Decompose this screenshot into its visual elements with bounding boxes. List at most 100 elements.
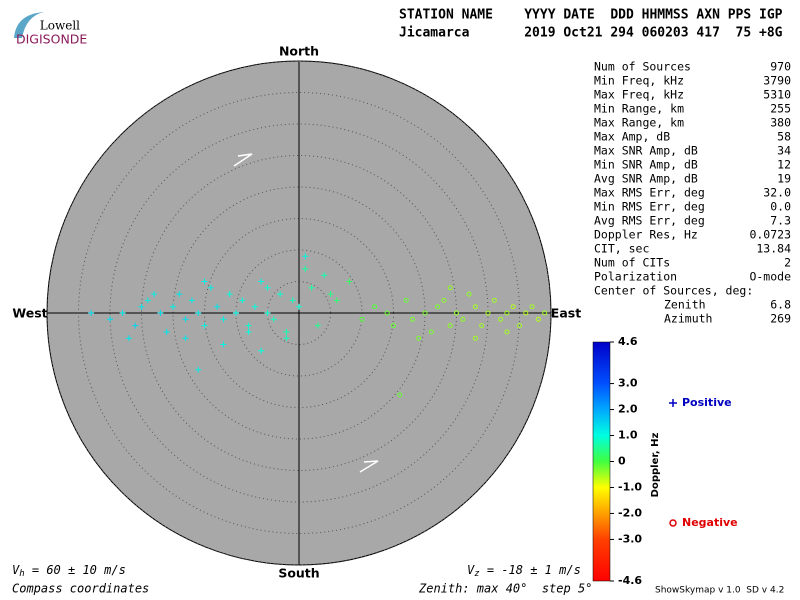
colorbar: 4.6 3.0 2.0 1.0 0 -1.0 -2.0 -3.0 -4.6 (592, 335, 642, 587)
source-negative (472, 304, 478, 310)
source-negative (504, 310, 510, 316)
source-negative (435, 304, 441, 310)
stat-value: 58 (777, 130, 791, 144)
source-positive (283, 335, 290, 342)
source-positive (138, 303, 145, 310)
source-negative (391, 323, 396, 329)
stat-value: 0.0 (770, 200, 791, 214)
stat-value: 34 (777, 144, 791, 158)
source-positive (182, 335, 189, 342)
stat-section-title: Center of Sources, deg: (594, 284, 753, 298)
stat-value: 2 (784, 256, 791, 270)
source-negative (479, 323, 485, 329)
source-positive (264, 310, 271, 316)
source-positive (327, 291, 334, 298)
source-negative (422, 310, 428, 316)
source-positive (170, 303, 176, 310)
stat-label: Avg SNR Amp, dB (594, 172, 698, 186)
coords-label: Compass coordinates (12, 582, 149, 596)
source-positive (277, 291, 284, 298)
colorbar-tick-label: 0 (618, 455, 626, 468)
source-positive (283, 328, 290, 335)
stat-label: Num of Sources (594, 60, 691, 74)
source-positive (220, 316, 227, 323)
source-positive (245, 322, 252, 329)
source-positive (144, 297, 151, 304)
source-positive (195, 366, 202, 373)
source-positive (132, 322, 139, 329)
colorbar-rect (592, 341, 611, 582)
vz-v: V (467, 563, 475, 577)
source-negative (359, 316, 365, 322)
source-negative (447, 285, 453, 291)
source-negative (416, 335, 422, 341)
stat-label: Avg RMS Err, deg (594, 214, 705, 228)
source-negative (384, 310, 390, 316)
source-positive (88, 310, 95, 316)
legend-label: Negative (682, 516, 738, 529)
stat-value: 380 (770, 116, 791, 130)
stat-label: Num of CITs (594, 256, 670, 270)
version-label: ShowSkymap v 1.0 SD v 4.2 (655, 586, 784, 596)
stat-label: Min RMS Err, deg (594, 200, 705, 214)
stat-label: Min Freq, kHz (594, 74, 684, 88)
source-positive (182, 316, 189, 323)
stat-label: Max Amp, dB (594, 130, 670, 144)
plot (46, 60, 552, 566)
source-positive (346, 278, 353, 285)
source-negative (403, 297, 409, 303)
source-positive (220, 341, 227, 348)
colorbar-label: Doppler, Hz (650, 433, 661, 498)
compass-west: West (12, 306, 47, 321)
zenith-label: Zenith: max 40° step 5° (418, 582, 592, 596)
vz-rest: = -18 ± 1 m/s (480, 563, 581, 577)
source-positive (258, 278, 265, 285)
vz-sub: z (474, 569, 479, 579)
vz-label: Vz = -18 ± 1 m/s (467, 563, 581, 579)
colorbar-tick-label: 1.0 (618, 429, 638, 442)
velocity-arrow (359, 460, 379, 473)
stat-value: O-mode (749, 270, 791, 284)
stat-label: CIT, sec (594, 242, 649, 256)
stat-label: Max RMS Err, deg (594, 186, 705, 200)
source-positive (119, 310, 126, 316)
legend: Positive Negative (669, 396, 738, 529)
stat-label: Min SNR Amp, dB (594, 158, 698, 172)
source-positive (195, 310, 202, 316)
stat-value: 32.0 (763, 186, 791, 200)
colorbar-tick-label: -4.6 (618, 574, 642, 587)
logo-lowell: Lowell (40, 19, 80, 33)
stat-value: 19 (777, 172, 791, 186)
source-negative (460, 316, 466, 322)
stat-value: 255 (770, 102, 791, 116)
stat-label: Doppler Res, Hz (594, 228, 698, 242)
source-negative (428, 329, 434, 335)
source-positive (163, 328, 170, 335)
stat-label: Polarization (594, 270, 677, 284)
stat-value: 5310 (763, 88, 791, 102)
source-negative (441, 297, 447, 303)
source-negative (447, 323, 453, 329)
source-positive (270, 316, 277, 323)
source-positive (264, 284, 271, 291)
header-values: Jicamarca 2019 Oct21 294 060203 417 75 +… (399, 26, 783, 41)
stat-value: 12 (777, 158, 791, 172)
source-positive (308, 284, 315, 291)
source-negative (466, 291, 472, 297)
source-negative (409, 316, 415, 322)
source-negative (517, 323, 522, 329)
source-negative (454, 310, 459, 316)
source-negative (504, 329, 510, 335)
compass-north: North (279, 44, 319, 59)
source-negative (542, 310, 548, 316)
legend-marker (669, 399, 677, 407)
stat-label: Azimuth (664, 312, 712, 326)
logo-swoosh (14, 12, 44, 38)
source-positive (245, 328, 252, 335)
colorbar-tick-label: -2.0 (618, 506, 642, 519)
source-positive (239, 297, 246, 304)
source-positive (125, 335, 132, 342)
source-positive (107, 316, 113, 323)
source-positive (201, 278, 208, 285)
